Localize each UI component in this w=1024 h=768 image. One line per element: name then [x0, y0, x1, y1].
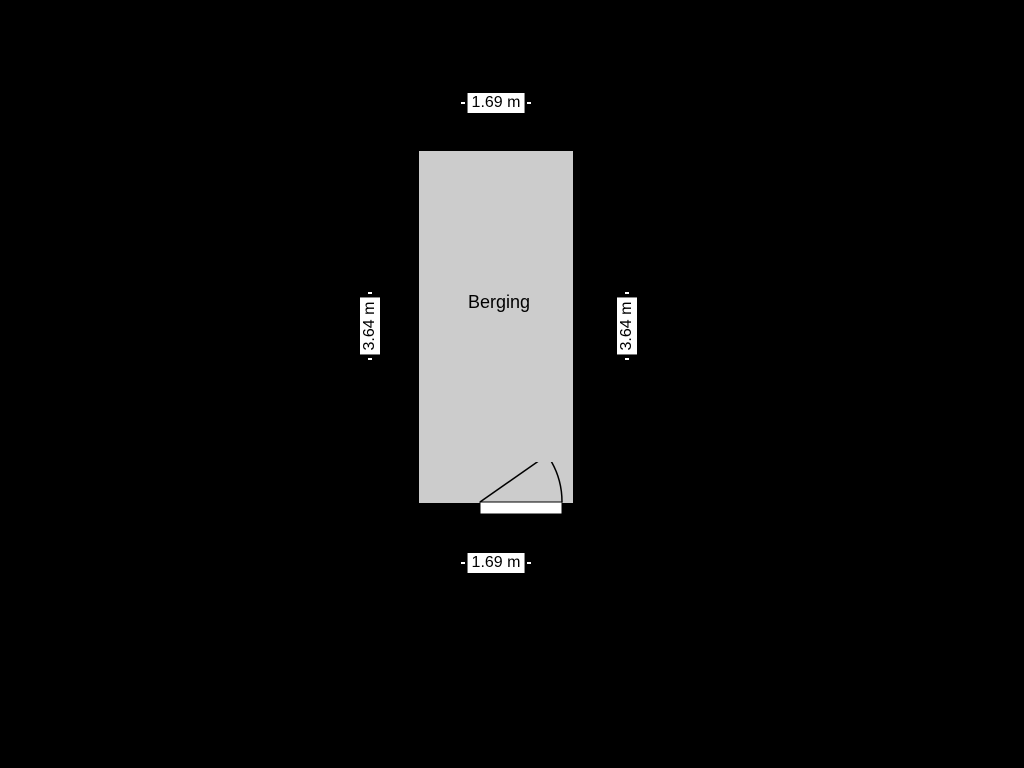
dimension-tick: [625, 358, 629, 360]
dimension-left: 3.64 m: [360, 298, 380, 355]
floor-plan-canvas: Berging 1.69 m 1.69 m 3.64 m 3.64 m: [0, 0, 1024, 768]
dimension-tick: [461, 102, 465, 104]
room-label: Berging: [468, 292, 530, 313]
dimension-tick: [527, 562, 531, 564]
dimension-right: 3.64 m: [617, 298, 637, 355]
dimension-tick: [625, 292, 629, 294]
dimension-tick: [527, 102, 531, 104]
dimension-tick: [368, 358, 372, 360]
dimension-tick: [368, 292, 372, 294]
dimension-top: 1.69 m: [468, 93, 525, 113]
dimension-tick: [461, 562, 465, 564]
dimension-bottom: 1.69 m: [468, 553, 525, 573]
door-icon: [470, 462, 572, 524]
room-berging: Berging: [411, 143, 581, 511]
